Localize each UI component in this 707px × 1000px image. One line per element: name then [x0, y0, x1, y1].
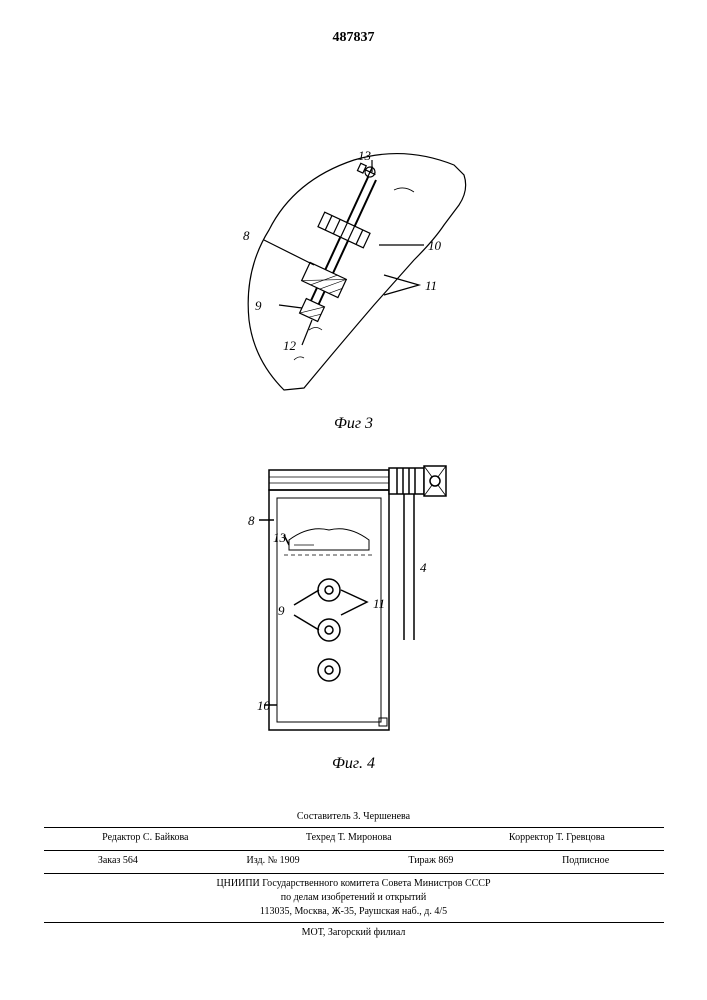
order-cell: Заказ 564 [98, 854, 138, 868]
fig4-label: Фиг. 4 [332, 755, 375, 773]
fig3-svg [224, 130, 484, 400]
tirazh-cell: Тираж 869 [408, 854, 453, 868]
org-line1: ЦНИИПИ Государственного комитета Совета … [44, 877, 664, 891]
fig4-callout-4: 4 [420, 560, 427, 576]
fig3-callout-11: 11 [425, 278, 437, 294]
fig4-callout-10: 10 [257, 698, 270, 714]
compiled-by-label: Составитель [297, 811, 351, 822]
fig3-callout-12: 12 [283, 338, 296, 354]
fig3-callout-10: 10 [428, 238, 441, 254]
fig4-callout-8: 8 [248, 513, 255, 529]
fig3-callout-9: 9 [255, 298, 262, 314]
page-number: 487837 [333, 30, 375, 46]
figure-4 [239, 460, 469, 740]
footer-print-row: Заказ 564 Изд. № 1909 Тираж 869 Подписно… [44, 850, 664, 868]
izd-cell: Изд. № 1909 [247, 854, 300, 868]
footer-credits-row: Редактор С. Байкова Техред Т. Миронова К… [44, 827, 664, 845]
footer-org: ЦНИИПИ Государственного комитета Совета … [44, 873, 664, 919]
fig3-callout-8: 8 [243, 228, 250, 244]
org-line3: 113035, Москва, Ж-35, Раушская наб., д. … [44, 905, 664, 919]
fig4-callout-9: 9 [278, 603, 285, 619]
fig3-label: Фиг 3 [334, 415, 373, 433]
fig4-callout-11: 11 [373, 596, 385, 612]
org-line2: по делам изобретений и открытий [44, 891, 664, 905]
editor-cell: Редактор С. Байкова [102, 831, 188, 845]
corrector-cell: Корректор Т. Гревцова [509, 831, 605, 845]
footer: Составитель З. Чершенева Редактор С. Бай… [0, 810, 707, 940]
podpisnoe-cell: Подписное [562, 854, 609, 868]
fig4-callout-13: 13 [273, 530, 286, 546]
figure-3 [224, 130, 484, 400]
footer-printer: МОТ, Загорский филиал [44, 922, 664, 940]
compiled-by: З. Чершенева [353, 811, 410, 822]
fig3-callout-13: 13 [358, 148, 371, 164]
fig4-svg [239, 460, 469, 740]
techred-cell: Техред Т. Миронова [306, 831, 392, 845]
